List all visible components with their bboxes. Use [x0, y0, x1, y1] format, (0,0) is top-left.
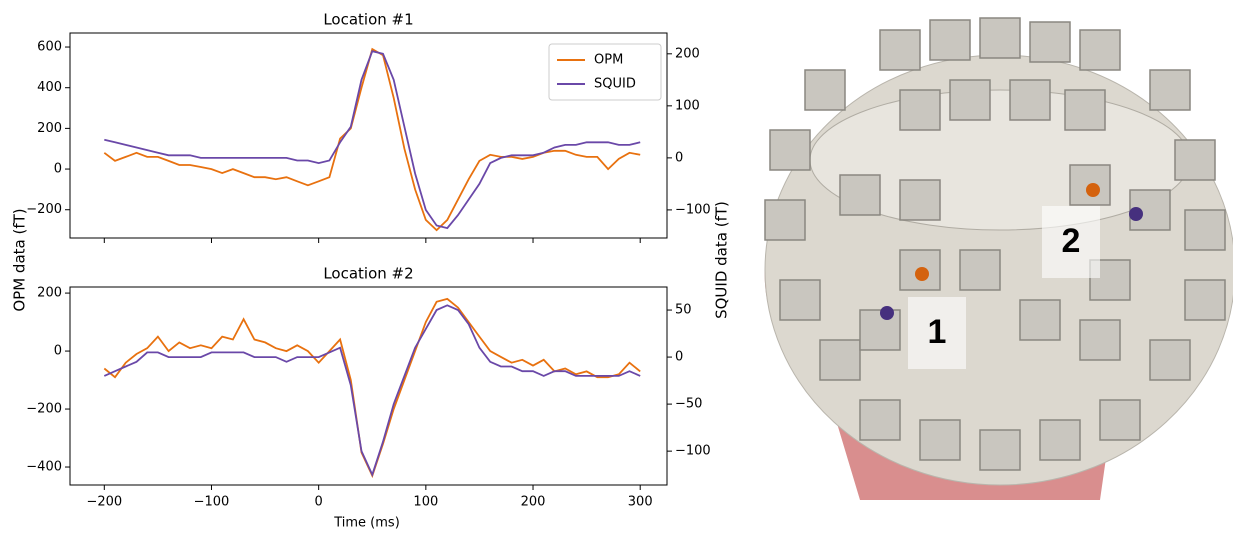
y-tick-label: −400 — [26, 460, 62, 475]
data-line — [103, 304, 641, 478]
legend-label: OPM — [594, 53, 623, 68]
y-tick-label: 0 — [54, 344, 62, 359]
x-tick-label: 200 — [521, 495, 546, 510]
chart-title: Location #2 — [323, 265, 413, 283]
render: 1 2 — [764, 17, 1233, 500]
squid-marker — [1129, 207, 1143, 221]
y2-axis-label: SQUID data (fT) — [713, 201, 731, 319]
x-tick-label: 0 — [315, 495, 323, 510]
label-box — [1042, 206, 1100, 278]
y-tick-label: 200 — [37, 121, 62, 136]
chart-title: Location #1 — [323, 11, 413, 29]
legend-box — [548, 43, 662, 101]
x-tick-label: 300 — [628, 495, 653, 510]
plot-frame — [69, 32, 668, 239]
y2-tick-label: −100 — [675, 202, 711, 217]
x-tick-label: 100 — [413, 495, 438, 510]
data-line — [103, 297, 641, 479]
y2-tick-label: 0 — [675, 150, 683, 165]
opm-marker — [915, 267, 929, 281]
y2-tick-label: 50 — [675, 303, 692, 318]
plot-frame — [69, 286, 668, 486]
y2-tick-label: 0 — [675, 350, 683, 365]
y-tick-label: 400 — [37, 80, 62, 95]
y2-tick-label: −50 — [675, 397, 702, 412]
y-tick-label: 200 — [37, 286, 62, 301]
location-label: 1 — [928, 313, 947, 351]
y-tick-label: −200 — [26, 202, 62, 217]
sensors — [764, 17, 1226, 471]
label-box — [908, 297, 966, 369]
y-axis-label: OPM data (fT) — [11, 208, 29, 311]
opm-marker — [1086, 183, 1100, 197]
legend-label: SQUID — [594, 77, 636, 92]
data-line — [104, 50, 641, 230]
x-tick-label: −100 — [194, 495, 230, 510]
y-tick-label: 600 — [37, 40, 62, 55]
y2-tick-label: −100 — [675, 444, 711, 459]
y2-tick-label: 100 — [675, 98, 700, 113]
location-label: 2 — [1062, 222, 1081, 260]
x-tick-label: −200 — [86, 495, 122, 510]
y2-tick-label: 200 — [675, 46, 700, 61]
x-axis-label: Time (ms) — [333, 516, 400, 531]
y-tick-label: −200 — [26, 402, 62, 417]
data-line — [103, 47, 641, 232]
y-tick-label: 0 — [54, 162, 62, 177]
squid-marker — [880, 306, 894, 320]
